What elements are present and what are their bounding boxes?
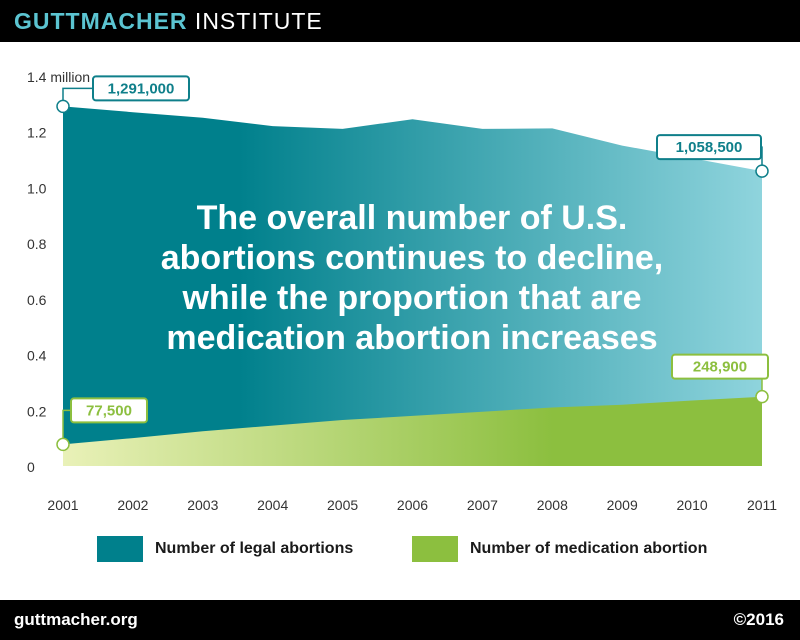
annotation-label: 1,291,000 [108, 80, 175, 97]
y-tick-label: 0.6 [27, 292, 47, 308]
legend-item-legal: Number of legal abortions [97, 536, 353, 562]
x-tick-label: 2003 [187, 497, 218, 513]
x-tick-label: 2006 [397, 497, 428, 513]
area-medication-abortions [63, 396, 762, 466]
data-point-marker [56, 437, 70, 452]
data-point-marker [755, 164, 769, 178]
annotation-label: 77,500 [86, 402, 132, 419]
annotation-leader [62, 409, 71, 445]
x-tick-label: 2004 [257, 497, 288, 513]
x-tick-label: 2008 [537, 497, 568, 513]
x-tick-label: 2009 [607, 497, 638, 513]
data-point-marker [755, 389, 769, 404]
footer-copyright: ©2016 [733, 610, 784, 629]
brand-part-guttmacher: GUTTMACHER [14, 8, 188, 34]
x-tick-label: 2005 [327, 497, 358, 513]
x-tick-label: 2007 [467, 497, 498, 513]
y-tick-label: 0.4 [27, 348, 47, 364]
annotation-label: 248,900 [693, 359, 747, 376]
legend-swatch-medication [412, 536, 458, 562]
annotation-box [656, 134, 762, 161]
y-tick-label: 1.0 [27, 180, 47, 196]
chart-title-line: abortions continues to decline, [161, 239, 664, 277]
chart-title-line: while the proportion that are [181, 279, 641, 317]
annotation-box [70, 397, 148, 424]
annotation-box [671, 353, 769, 380]
y-tick-label: 1.2 [27, 125, 47, 141]
legend-item-medication: Number of medication abortion [412, 536, 707, 562]
x-tick-label: 2010 [677, 497, 708, 513]
chart-title-line: medication abortion increases [166, 319, 657, 357]
brand-logo: GUTTMACHER INSTITUTE [14, 8, 323, 35]
legend-label-legal: Number of legal abortions [155, 540, 354, 557]
x-tick-label: 2011 [747, 497, 777, 513]
x-tick-label: 2001 [47, 497, 78, 513]
area-chart: 0 0.2 0.4 0.6 0.8 1.0 1.2 1.4 million 2001 2002 20… [27, 69, 777, 513]
legend-swatch-legal [97, 536, 143, 562]
footer-website: guttmacher.org [14, 610, 138, 629]
legend-label-medication: Number of medication abortion [470, 540, 708, 557]
brand-part-institute: INSTITUTE [187, 8, 323, 34]
y-tick-label: 0.8 [27, 236, 47, 252]
y-tick-label: 1.4 million [27, 69, 90, 85]
chart-title-line: The overall number of U.S. [197, 199, 628, 237]
header-bar: GUTTMACHER INSTITUTE [0, 0, 800, 42]
annotation-label: 1,058,500 [676, 139, 743, 156]
annotation-box [92, 75, 190, 102]
data-point-marker [56, 99, 70, 114]
x-tick-label: 2002 [117, 497, 148, 513]
y-tick-label: 0 [27, 459, 35, 475]
area-legal-abortions [63, 106, 762, 467]
footer-bar: guttmacher.org ©2016 [0, 600, 800, 640]
y-tick-label: 0.2 [27, 403, 47, 419]
